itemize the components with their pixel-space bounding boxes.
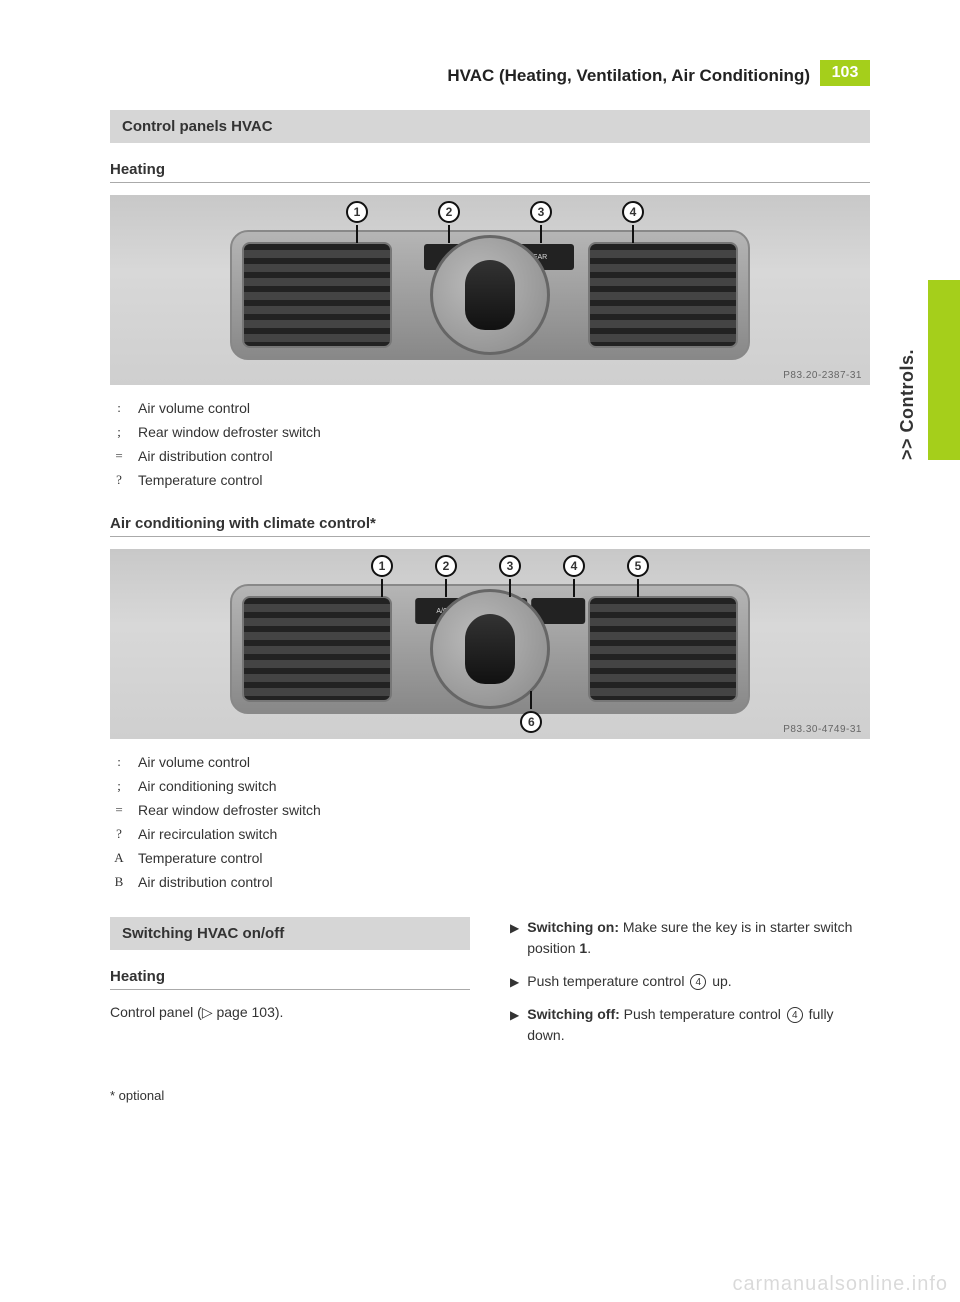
footnote-optional: * optional <box>110 1088 870 1103</box>
legend-heating: :Air volume control ;Rear window defrost… <box>110 399 870 489</box>
callout: 1 <box>371 555 393 577</box>
legend-item: ?Temperature control <box>110 471 870 489</box>
inline-ref-circle: 4 <box>690 974 706 990</box>
legend-ac: :Air volume control ;Air conditioning sw… <box>110 753 870 891</box>
legend-item: BAir distribution control <box>110 873 870 891</box>
section-bar-switching: Switching HVAC on/off <box>110 917 470 950</box>
figure-caption: P83.30-4749-31 <box>783 724 862 735</box>
watermark: carmanualsonline.info <box>732 1273 948 1296</box>
legend-item: :Air volume control <box>110 399 870 417</box>
figure-caption: P83.20-2387-31 <box>783 370 862 381</box>
legend-item: ATemperature control <box>110 849 870 867</box>
subsection-heating-2: Heating <box>110 968 470 990</box>
step-marker-icon: ▶ <box>510 917 519 959</box>
section-bar-control-panels: Control panels HVAC <box>110 110 870 143</box>
two-column-section: Switching HVAC on/off Heating Control pa… <box>110 917 870 1058</box>
legend-item: ;Air conditioning switch <box>110 777 870 795</box>
figure-ac-panel: A/C REAR 1 2 3 4 5 6 P83.30-4749-31 <box>110 549 870 739</box>
callout: 3 <box>499 555 521 577</box>
page-number: 103 <box>820 60 870 86</box>
page-header: HVAC (Heating, Ventilation, Air Conditio… <box>110 60 870 86</box>
callout: 2 <box>435 555 457 577</box>
callout: 2 <box>438 201 460 223</box>
step-push-up: ▶ Push temperature control 4 up. <box>510 971 870 992</box>
control-panel-ref: Control panel (▷ page 103). <box>110 1002 470 1023</box>
callout: 4 <box>622 201 644 223</box>
callout: 1 <box>346 201 368 223</box>
figure-heating-panel: REAR 1 2 3 4 P83.20-2387-31 <box>110 195 870 385</box>
step-marker-icon: ▶ <box>510 1004 519 1046</box>
step-marker-icon: ▶ <box>510 971 519 992</box>
header-title: HVAC (Heating, Ventilation, Air Conditio… <box>110 60 820 86</box>
step-switching-off: ▶ Switching off: Push temperature contro… <box>510 1004 870 1046</box>
subsection-ac-climate: Air conditioning with climate control* <box>110 515 870 537</box>
step-switching-on: ▶ Switching on: Make sure the key is in … <box>510 917 870 959</box>
inline-ref-circle: 4 <box>787 1007 803 1023</box>
callout: 3 <box>530 201 552 223</box>
page-content: HVAC (Heating, Ventilation, Air Conditio… <box>0 0 960 1143</box>
legend-item: ;Rear window defroster switch <box>110 423 870 441</box>
callout: 5 <box>627 555 649 577</box>
callout: 6 <box>520 711 542 733</box>
legend-item: =Air distribution control <box>110 447 870 465</box>
legend-item: =Rear window defroster switch <box>110 801 870 819</box>
legend-item: ?Air recirculation switch <box>110 825 870 843</box>
legend-item: :Air volume control <box>110 753 870 771</box>
subsection-heating: Heating <box>110 161 870 183</box>
callout: 4 <box>563 555 585 577</box>
